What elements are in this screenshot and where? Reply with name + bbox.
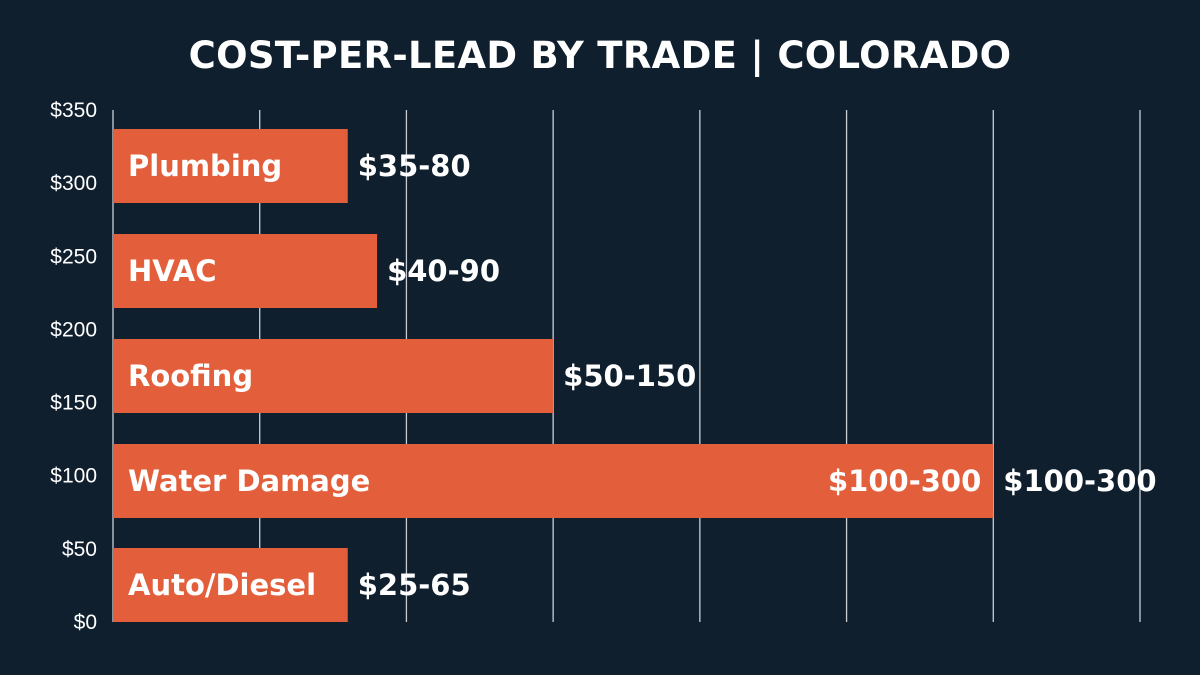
bar-category-label: Auto/Diesel: [128, 568, 316, 602]
bar-value-label: $40-90: [387, 254, 500, 288]
y-tick-label: $250: [50, 245, 97, 268]
bar: [113, 548, 348, 622]
bar-value-label: $25-65: [358, 568, 471, 602]
y-tick-label: $300: [50, 172, 97, 195]
y-tick-label: $100: [50, 465, 97, 488]
bar: [113, 339, 554, 413]
bar: [113, 234, 378, 308]
bar-category-label: Plumbing: [128, 149, 282, 183]
y-tick-label: $0: [74, 611, 97, 634]
bar-category-label: Water Damage: [128, 464, 370, 498]
bar-category-label: HVAC: [128, 254, 216, 288]
bar-inner-value-label: $100-300: [828, 464, 981, 498]
y-tick-label: $50: [62, 538, 97, 561]
y-tick-label: $350: [50, 99, 97, 122]
bar-value-label: $100-300: [1003, 464, 1156, 498]
y-tick-label: $150: [50, 392, 97, 415]
bar: [113, 129, 348, 203]
bar-value-label: $50-150: [563, 359, 696, 393]
bar: [113, 444, 994, 518]
chart-title: COST-PER-LEAD BY TRADE | COLORADO: [188, 34, 1012, 77]
bar-category-label: Roofing: [128, 359, 253, 393]
y-tick-label: $200: [50, 318, 97, 341]
bar-value-label: $35-80: [358, 149, 471, 183]
